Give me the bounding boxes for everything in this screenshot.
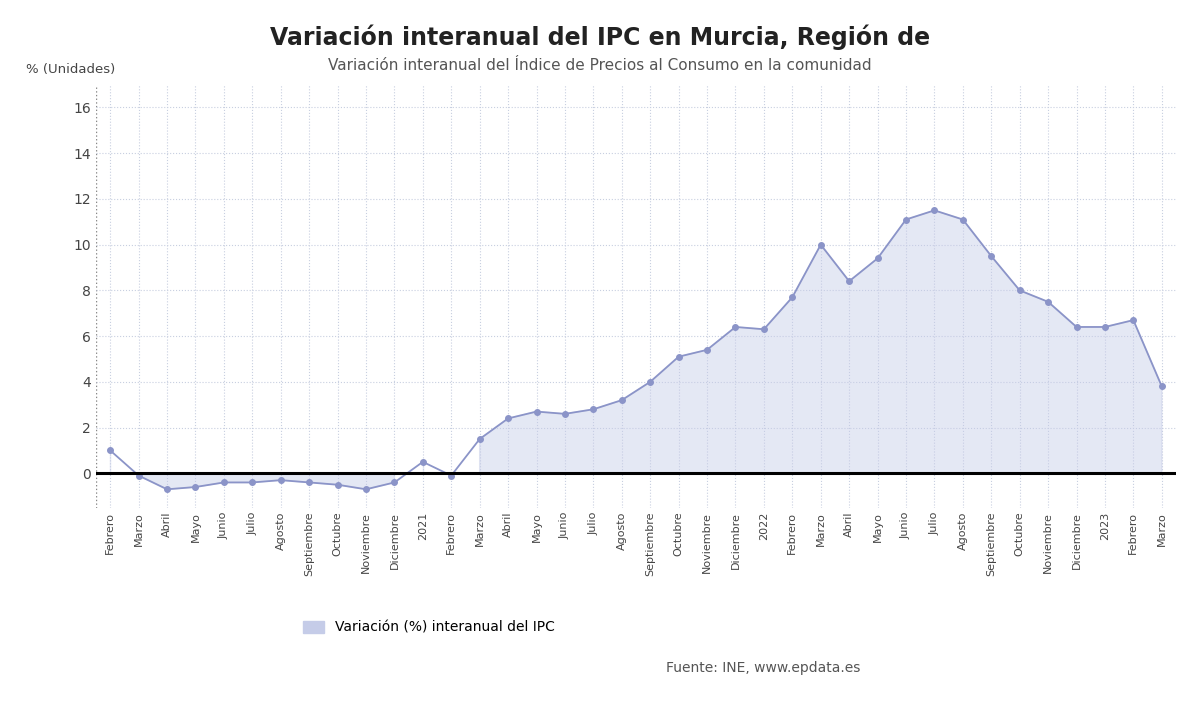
Legend: Variación (%) interanual del IPC: Variación (%) interanual del IPC [298, 615, 560, 640]
Text: Variación interanual del Índice de Precios al Consumo en la comunidad: Variación interanual del Índice de Preci… [328, 58, 872, 73]
Text: Fuente: INE, www.epdata.es: Fuente: INE, www.epdata.es [666, 661, 860, 675]
Text: % (Unidades): % (Unidades) [26, 63, 115, 76]
Text: Variación interanual del IPC en Murcia, Región de: Variación interanual del IPC en Murcia, … [270, 25, 930, 50]
